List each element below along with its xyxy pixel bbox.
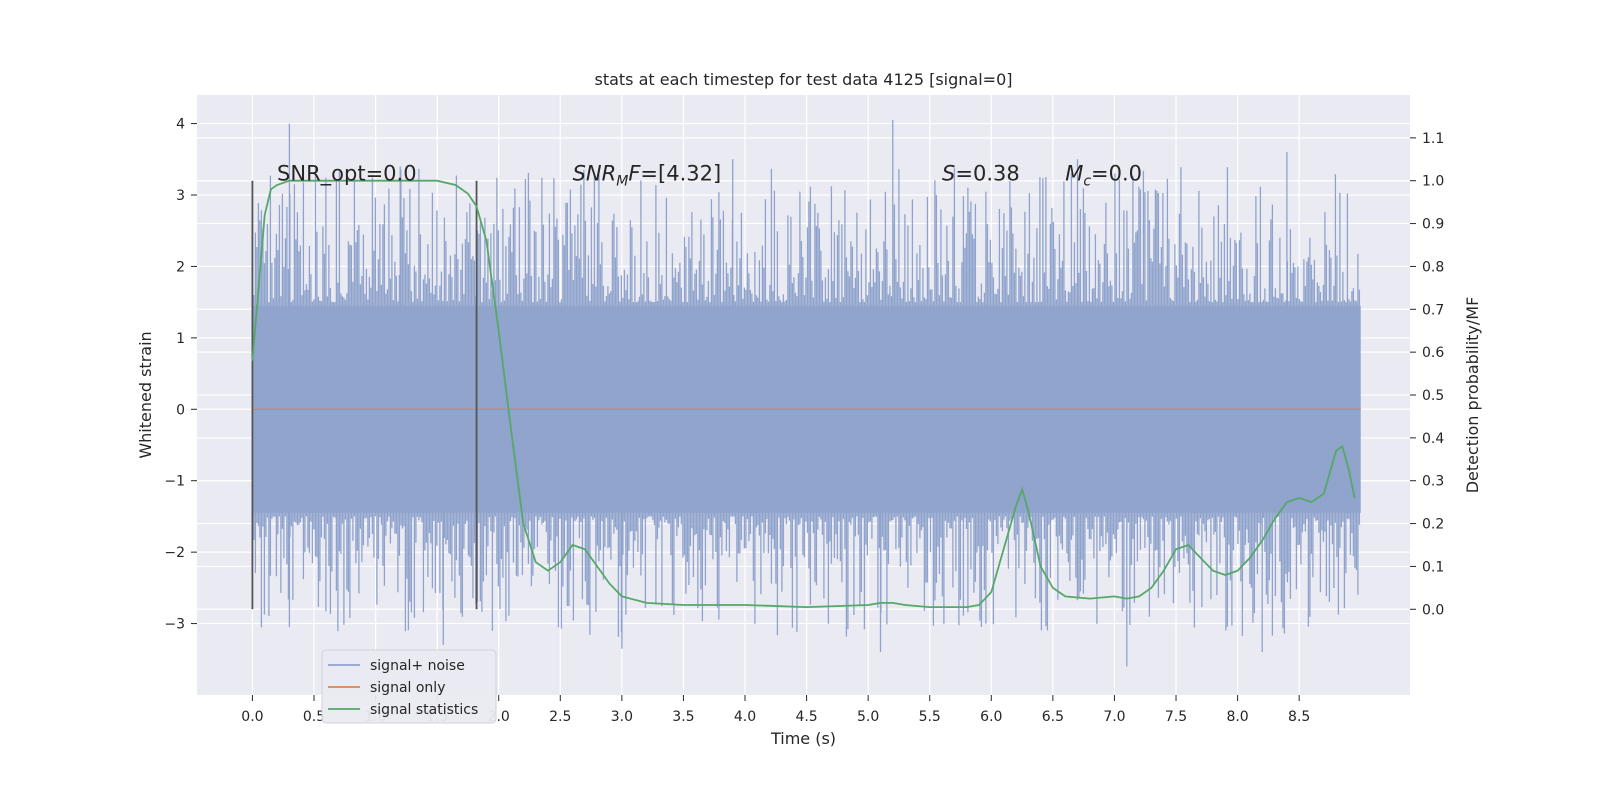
y2-tick-label: 0.2	[1422, 517, 1444, 533]
line-series	[251, 179, 1361, 610]
y-tick-label: −2	[164, 545, 185, 561]
x-tick-label: 2.5	[549, 709, 571, 725]
x-tick-label: 4.0	[734, 709, 756, 725]
x-tick-label: 8.0	[1226, 709, 1248, 725]
y2-tick-label: 1.0	[1422, 174, 1444, 190]
y-tick-label: 2	[176, 259, 185, 275]
y-axis-label: Whitened strain	[136, 331, 155, 458]
y2-tick-label: 0.3	[1422, 474, 1444, 490]
x-tick-label: 3.5	[672, 709, 694, 725]
x-tick-label: 7.0	[1103, 709, 1125, 725]
annotations: SNR_opt=0.0 SNRMF=[4.32] S=0.38 Mc=0.0	[277, 162, 1142, 190]
legend: signal+ noise signal only signal statistic…	[321, 649, 497, 724]
y-tick-label: 1	[176, 331, 185, 347]
x-tick-label: 5.5	[919, 709, 941, 725]
x-tick-label: 0.0	[241, 709, 263, 725]
y-tick-label: −1	[164, 474, 185, 490]
y-tick-label: −3	[164, 617, 185, 633]
y-tick-label: 3	[176, 188, 185, 204]
y2-tick-label: 0.9	[1422, 217, 1444, 233]
y2-tick-label: 1.1	[1422, 131, 1444, 147]
annotation: Mc=0.0	[1065, 162, 1142, 190]
legend-label: signal+ noise	[370, 658, 465, 674]
annotation: SNR_opt=0.0	[277, 162, 417, 187]
y-tick-label: 4	[176, 117, 185, 133]
x-tick-label: 6.0	[980, 709, 1002, 725]
y2-tick-label: 0.4	[1422, 431, 1444, 447]
y2-axis-label: Detection probability/MF	[1463, 297, 1482, 494]
x-axis-label: Time (s)	[770, 729, 836, 748]
chart-title: stats at each timestep for test data 412…	[594, 70, 1012, 89]
y2-tick-label: 0.0	[1422, 602, 1444, 618]
x-tick-label: 0.5	[303, 709, 325, 725]
annotation: SNRMF=[4.32]	[573, 162, 722, 190]
x-tick-label: 3.0	[611, 709, 633, 725]
y2-tick-label: 0.8	[1422, 259, 1444, 275]
legend-label: signal only	[370, 680, 445, 696]
legend-label: signal statistics	[370, 702, 478, 718]
legend-box	[321, 649, 497, 724]
x-tick-label: 8.5	[1288, 709, 1310, 725]
y2-tick-label: 0.1	[1422, 559, 1444, 575]
x-tick-label: 4.5	[795, 709, 817, 725]
y2-tick-label: 0.7	[1422, 302, 1444, 318]
x-tick-label: 5.0	[857, 709, 879, 725]
signal-statistics-line	[251, 179, 1356, 609]
y2-tick-label: 0.5	[1422, 388, 1444, 404]
y-tick-label: 0	[176, 402, 185, 418]
x-tick-label: 6.5	[1042, 709, 1064, 725]
y2-tick-label: 0.6	[1422, 345, 1444, 361]
x-tick-label: 7.5	[1165, 709, 1187, 725]
annotation: S=0.38	[942, 162, 1020, 186]
